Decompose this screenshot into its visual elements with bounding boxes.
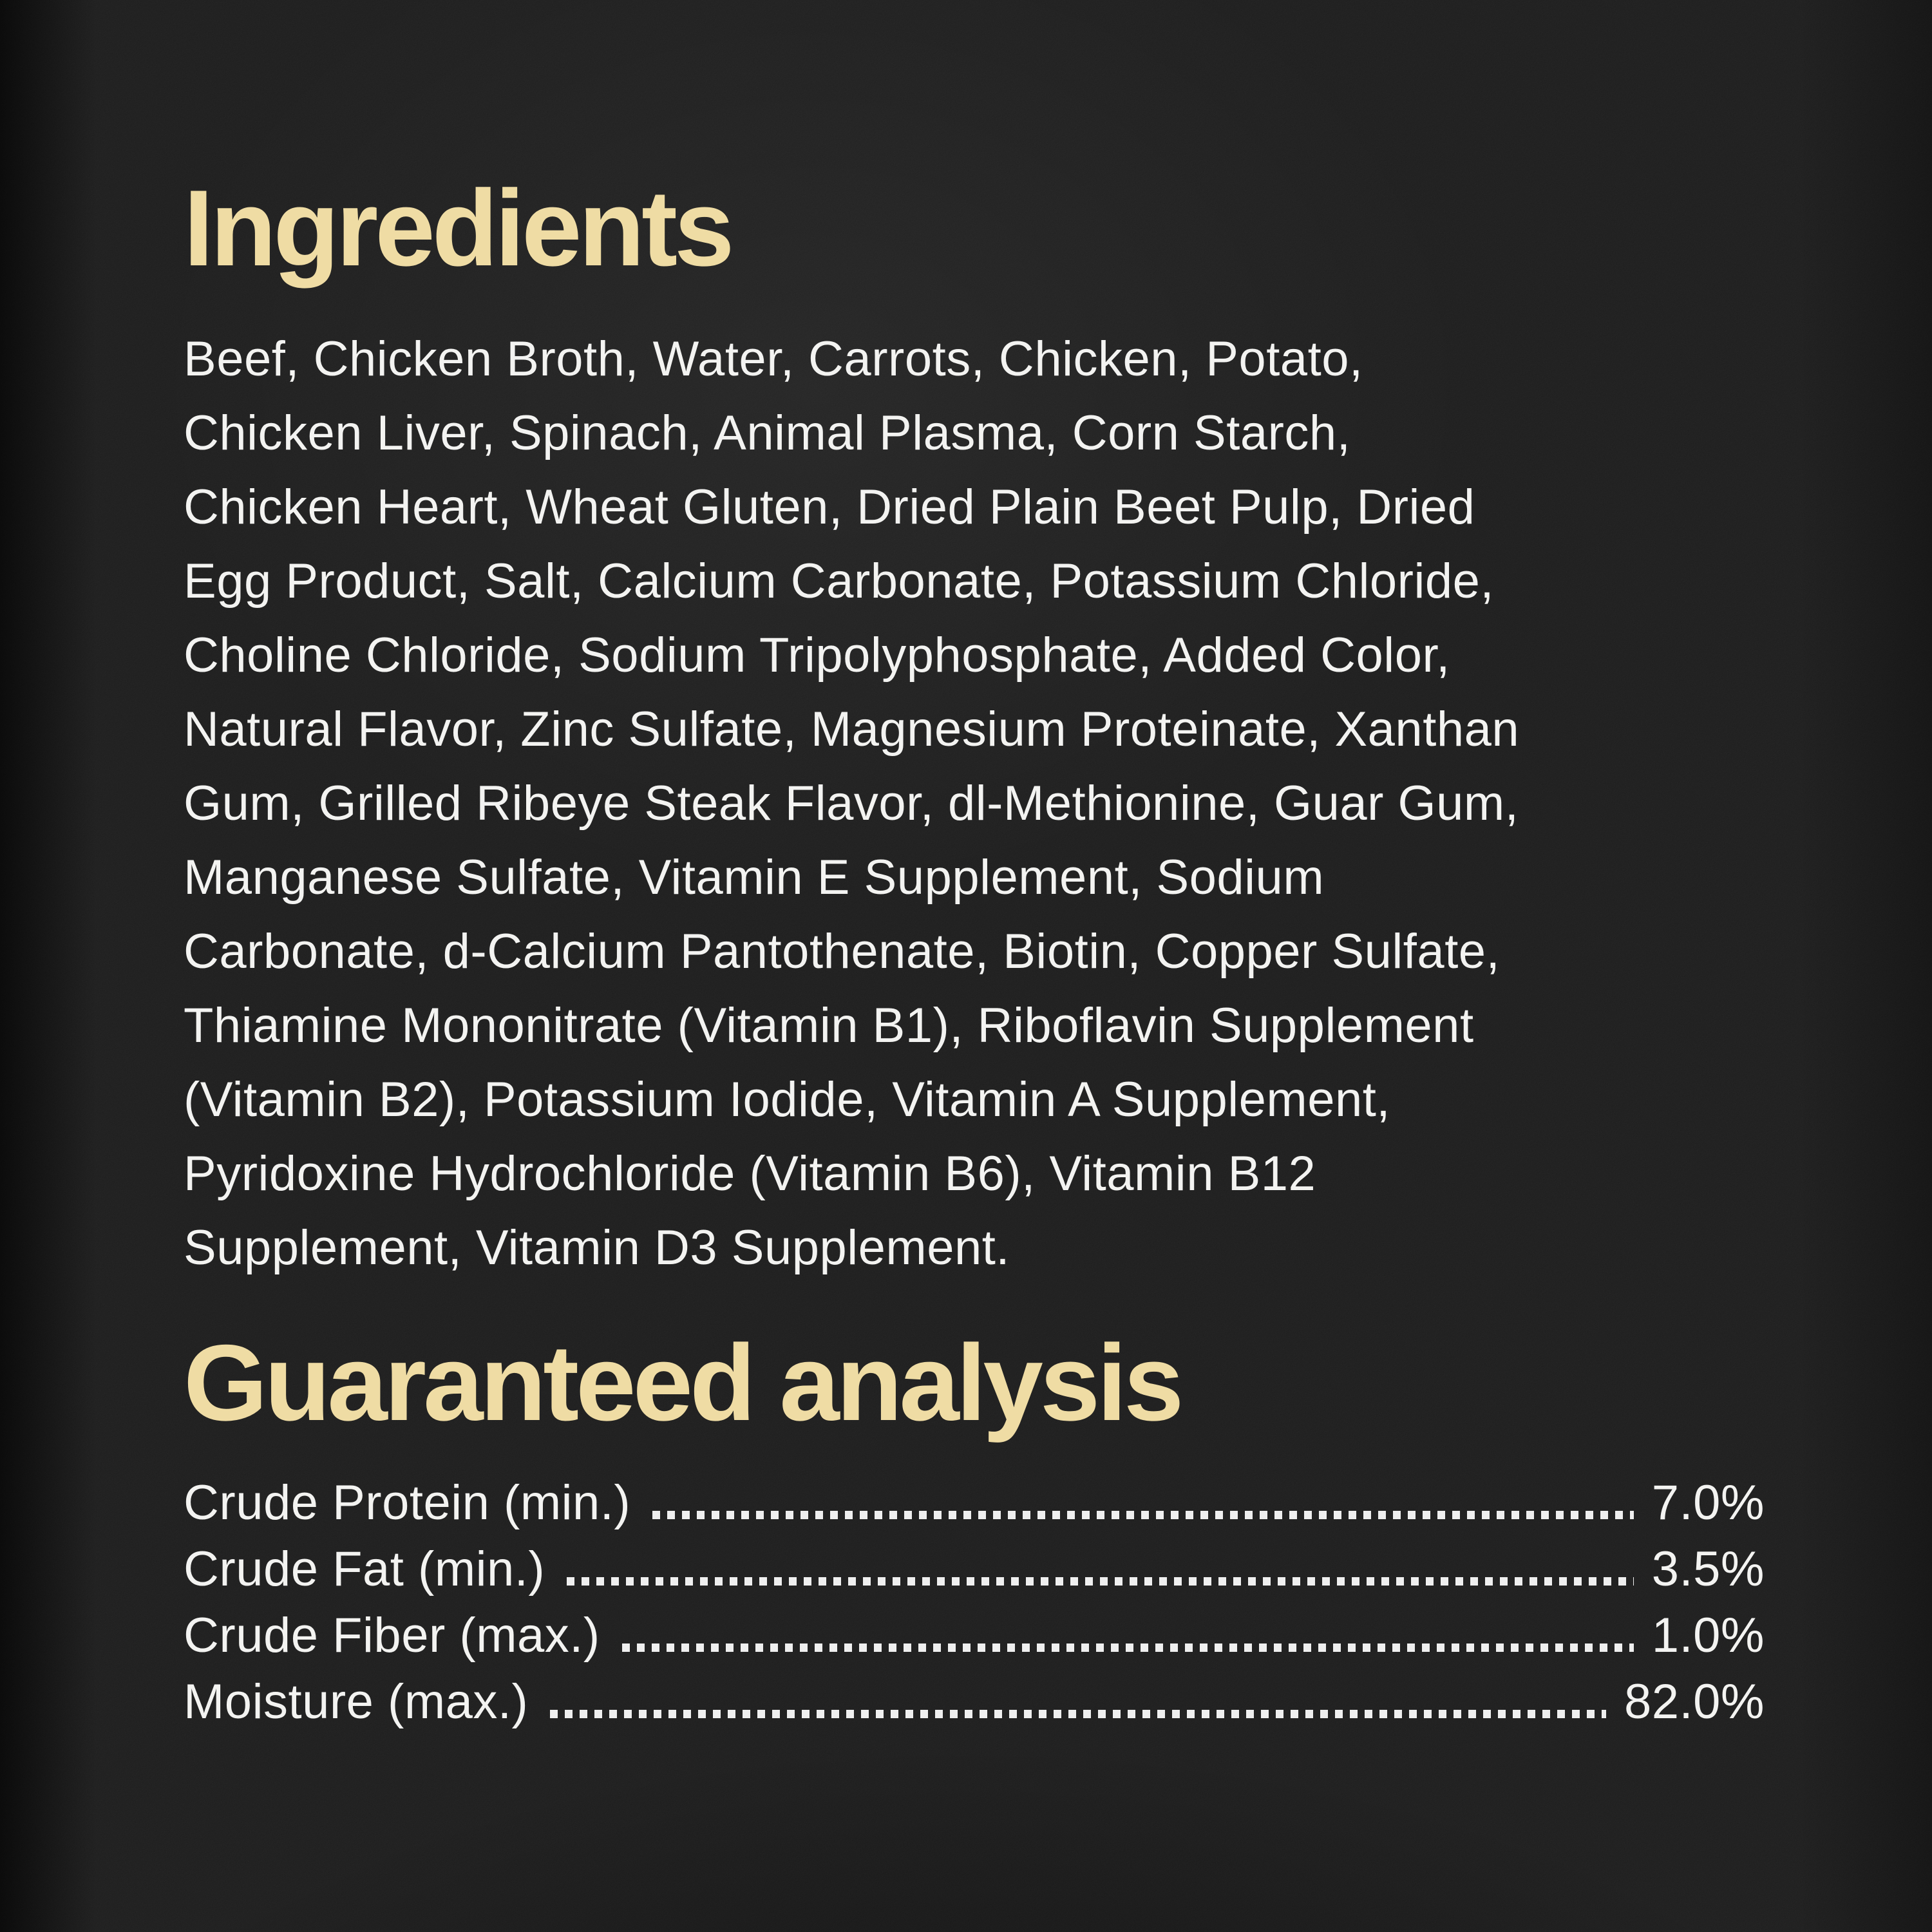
ingredients-line: Choline Chloride, Sodium Tripolyphosphat…	[184, 628, 1450, 683]
analysis-label: Crude Fat (min.)	[184, 1542, 545, 1596]
ingredients-line: Manganese Sulfate, Vitamin E Supplement,…	[184, 850, 1325, 905]
analysis-label: Moisture (max.)	[184, 1674, 529, 1729]
analysis-value: 3.5%	[1651, 1542, 1765, 1596]
guaranteed-analysis-heading: Guaranteed analysis	[184, 1322, 1184, 1443]
ingredients-text: Beef, Chicken Broth, Water, Carrots, Chi…	[184, 322, 1765, 1285]
analysis-label: Crude Fiber (max.)	[184, 1608, 600, 1663]
ingredients-line: Pyridoxine Hydrochloride (Vitamin B6), V…	[184, 1146, 1316, 1201]
dotted-leader	[621, 1643, 1634, 1652]
ingredients-line: Thiamine Mononitrate (Vitamin B1), Ribof…	[184, 998, 1474, 1053]
analysis-row: Crude Fat (min.) 3.5%	[184, 1536, 1765, 1602]
guaranteed-analysis-table: Crude Protein (min.) 7.0% Crude Fat (min…	[184, 1470, 1765, 1735]
ingredients-line: Natural Flavor, Zinc Sulfate, Magnesium …	[184, 702, 1520, 757]
ingredients-line: Egg Product, Salt, Calcium Carbonate, Po…	[184, 554, 1495, 609]
ingredients-line: Chicken Heart, Wheat Gluten, Dried Plain…	[184, 480, 1475, 535]
analysis-value: 82.0%	[1624, 1674, 1765, 1729]
analysis-row: Moisture (max.) 82.0%	[184, 1669, 1765, 1735]
analysis-label: Crude Protein (min.)	[184, 1475, 631, 1530]
ingredients-line: Beef, Chicken Broth, Water, Carrots, Chi…	[184, 332, 1363, 386]
dotted-leader	[652, 1511, 1634, 1519]
analysis-value: 7.0%	[1651, 1475, 1765, 1530]
ingredients-line: Gum, Grilled Ribeye Steak Flavor, dl-Met…	[184, 776, 1519, 831]
ingredients-line: Chicken Liver, Spinach, Animal Plasma, C…	[184, 406, 1351, 460]
dotted-leader	[567, 1577, 1634, 1586]
analysis-row: Crude Protein (min.) 7.0%	[184, 1470, 1765, 1536]
ingredients-line: Carbonate, d-Calcium Pantothenate, Bioti…	[184, 924, 1501, 979]
ingredients-heading: Ingredients	[184, 167, 734, 289]
analysis-row: Crude Fiber (max.) 1.0%	[184, 1602, 1765, 1669]
ingredients-line: (Vitamin B2), Potassium Iodide, Vitamin …	[184, 1072, 1390, 1127]
analysis-value: 1.0%	[1651, 1608, 1765, 1663]
ingredients-line: Supplement, Vitamin D3 Supplement.	[184, 1220, 1010, 1275]
dotted-leader	[550, 1710, 1606, 1718]
label-content: Ingredients Beef, Chicken Broth, Water, …	[184, 0, 1765, 1932]
